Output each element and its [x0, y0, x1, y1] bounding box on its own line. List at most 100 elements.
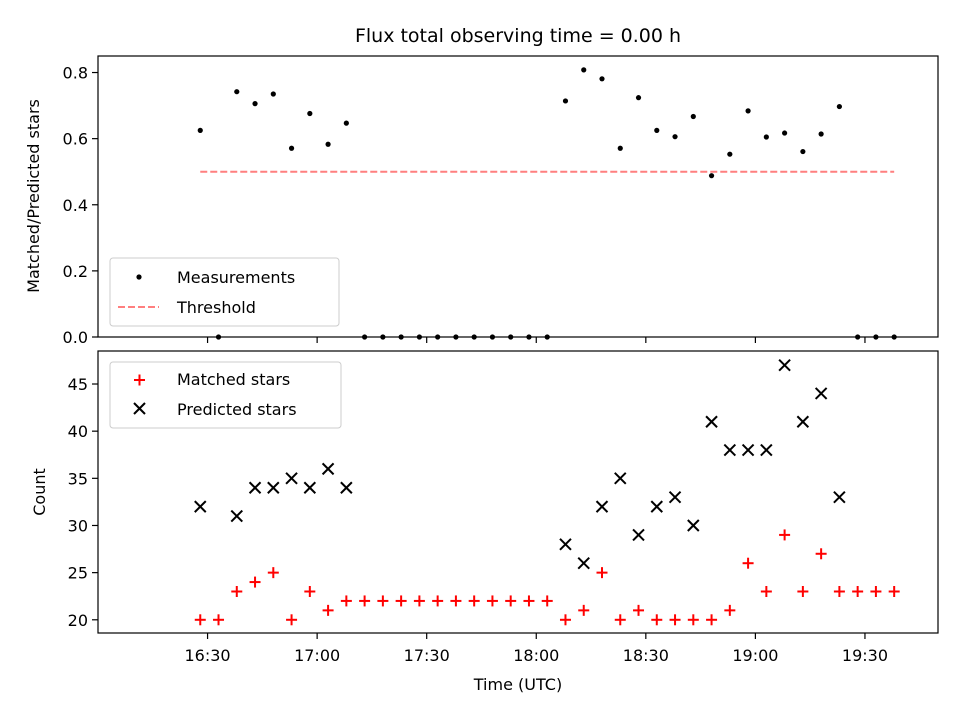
matched-star-point — [450, 595, 462, 607]
legend-measurements-label: Measurements — [177, 268, 295, 287]
y-tick-label: 0.0 — [63, 328, 88, 347]
matched-star-point — [614, 614, 626, 626]
predicted-star-point — [595, 500, 609, 513]
bottom-y-axis-label: Count — [30, 468, 49, 516]
matched-star-point — [559, 614, 571, 626]
matched-star-point — [833, 586, 845, 598]
matched-star-point — [194, 614, 206, 626]
matched-star-point — [340, 595, 352, 607]
measurement-point — [727, 151, 733, 157]
measurement-point — [800, 148, 806, 155]
matched-star-point — [724, 604, 736, 616]
measurement-point — [581, 67, 587, 73]
predicted-star-point — [650, 500, 663, 513]
x-tick-label: 18:30 — [623, 646, 669, 665]
bottom-legend-box — [109, 361, 342, 429]
bottom-count-points — [194, 358, 900, 626]
bottom-panel: 20 25 30 35 40 45 16:30 17:00 17:30 18:00 18:30 19… — [30, 350, 939, 694]
y-tick-label: 40 — [68, 422, 88, 441]
x-tick-label: 17:00 — [294, 646, 340, 665]
matched-star-point — [249, 576, 261, 588]
matched-star-point — [231, 586, 243, 598]
matched-star-point — [432, 595, 444, 607]
y-tick-label: 25 — [68, 564, 88, 583]
x-tick-label: 17:30 — [404, 646, 450, 665]
legend-predicted-marker — [133, 402, 146, 415]
top-y-axis-label: Matched/Predicted stars — [24, 99, 43, 293]
top-legend-box — [109, 257, 340, 327]
matched-star-point — [669, 614, 681, 626]
predicted-star-point — [230, 509, 243, 523]
matched-star-point — [304, 586, 316, 598]
matched-star-point — [486, 595, 498, 607]
measurement-point — [617, 145, 623, 151]
measurement-point — [818, 131, 824, 137]
top-measurement-points — [197, 67, 897, 340]
legend-matched-label: Matched stars — [177, 370, 290, 389]
predicted-star-point — [760, 443, 773, 457]
matched-star-point — [687, 614, 699, 626]
matched-star-point — [468, 595, 480, 607]
measurement-point — [270, 91, 276, 97]
matched-star-point — [852, 586, 864, 598]
y-tick-label: 0.2 — [63, 262, 88, 281]
matched-star-point — [523, 595, 535, 607]
matched-star-point — [286, 614, 298, 626]
matched-star-point — [359, 595, 371, 607]
predicted-star-point — [687, 519, 700, 532]
measurement-point — [708, 173, 715, 179]
predicted-star-point — [559, 538, 572, 551]
matched-star-point — [742, 557, 754, 569]
predicted-star-point — [577, 557, 590, 570]
legend-threshold-label: Threshold — [176, 298, 256, 317]
x-tick-label: 16:30 — [185, 646, 231, 665]
measurement-point — [234, 89, 240, 95]
measurement-point — [343, 120, 349, 126]
measurement-point — [672, 134, 678, 140]
predicted-star-point — [723, 443, 737, 457]
bottom-legend: Matched stars Predicted stars — [109, 361, 342, 429]
top-legend: Measurements Threshold — [109, 257, 340, 327]
top-y-ticks: 0.0 0.2 0.4 0.6 0.8 — [63, 64, 98, 347]
top-plot-frame — [97, 55, 939, 338]
x-tick-label: 18:00 — [513, 646, 559, 665]
legend-matched-marker — [134, 374, 145, 386]
y-tick-label: 0.8 — [63, 64, 88, 83]
predicted-star-point — [340, 481, 353, 494]
matched-star-point — [213, 614, 225, 626]
matched-star-point — [870, 586, 882, 598]
matched-star-point — [267, 567, 279, 579]
predicted-star-point — [833, 490, 846, 504]
bottom-y-ticks: 20 25 30 35 40 45 — [68, 375, 98, 630]
predicted-star-point — [632, 528, 645, 542]
matched-star-point — [779, 529, 791, 541]
measurement-point — [562, 98, 569, 104]
predicted-star-point — [614, 472, 627, 485]
matched-star-point — [888, 586, 900, 598]
measurement-point — [307, 110, 313, 117]
bottom-x-ticks: 16:30 17:00 17:30 18:00 18:30 19:00 19:30 — [185, 633, 888, 665]
matched-star-point — [413, 595, 425, 607]
matched-star-point — [651, 614, 663, 626]
legend-predicted-label: Predicted stars — [177, 400, 297, 419]
matched-star-point — [797, 586, 809, 598]
predicted-star-point — [741, 443, 755, 457]
top-panel: 0.00.20.40.60.8 Matched/Predicted stars … — [24, 55, 939, 347]
x-axis-label: Time (UTC) — [473, 675, 562, 694]
predicted-star-point — [778, 358, 791, 372]
measurement-point — [635, 95, 642, 101]
predicted-star-point — [194, 500, 207, 513]
predicted-star-point — [303, 481, 317, 494]
y-tick-label: 30 — [68, 516, 88, 535]
predicted-star-point — [248, 481, 262, 494]
measurement-point — [325, 141, 331, 147]
matched-star-point — [596, 567, 608, 579]
matched-star-point — [815, 548, 827, 560]
matched-star-point — [760, 586, 772, 598]
matched-star-point — [578, 604, 590, 616]
measurement-point — [252, 101, 258, 107]
x-tick-label: 19:30 — [842, 646, 888, 665]
matched-star-point — [505, 595, 517, 607]
measurement-point — [763, 134, 769, 140]
